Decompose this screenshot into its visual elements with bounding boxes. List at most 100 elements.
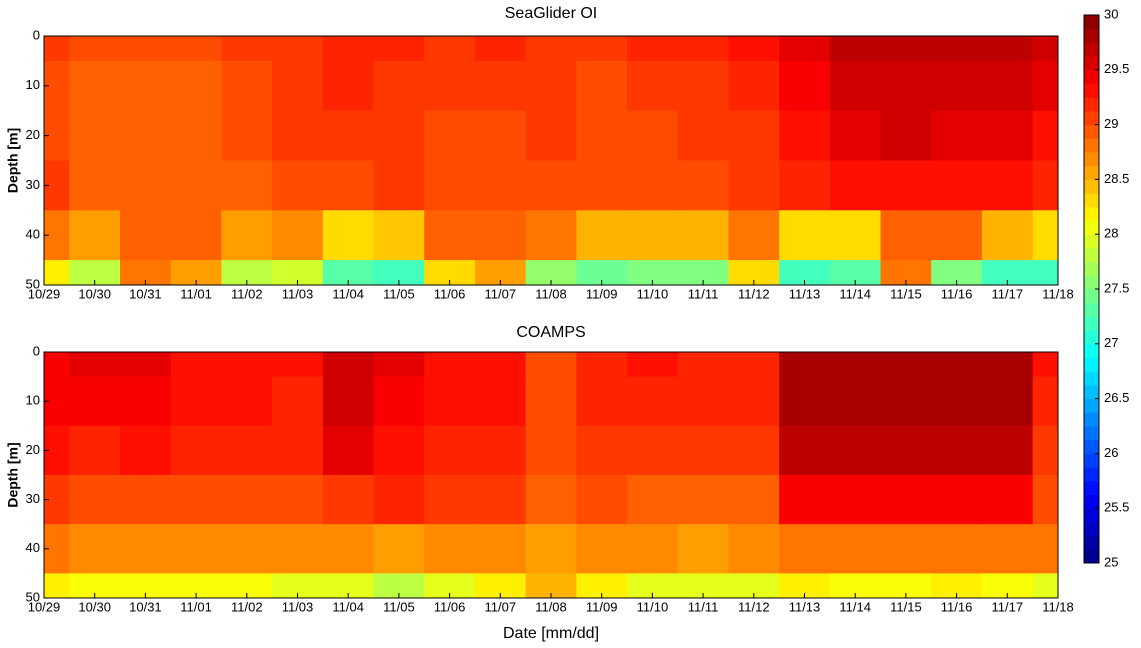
cell	[424, 425, 476, 476]
colorbar-swatch	[1084, 193, 1099, 208]
cell	[728, 36, 780, 62]
cell	[829, 524, 882, 574]
cell	[221, 60, 273, 112]
cell	[779, 376, 831, 427]
cell	[931, 352, 983, 378]
cell	[525, 425, 577, 476]
cell	[829, 60, 882, 112]
cell	[576, 425, 628, 476]
cell	[1032, 475, 1058, 525]
cell	[322, 376, 375, 427]
cell	[525, 524, 577, 574]
colorbar-swatch	[1084, 330, 1099, 345]
cell	[627, 160, 679, 211]
cell	[474, 36, 527, 62]
cell	[120, 352, 172, 378]
cell	[1032, 573, 1058, 598]
cell	[829, 475, 882, 525]
x-tick-label: 11/11	[688, 286, 719, 301]
cell	[120, 475, 172, 525]
x-tick-label: 11/15	[890, 286, 922, 301]
cell	[981, 376, 1034, 427]
cell	[576, 210, 628, 261]
cell	[120, 60, 172, 112]
cell	[627, 60, 679, 112]
cell	[474, 160, 527, 211]
cell	[474, 475, 527, 525]
cell	[221, 160, 273, 211]
cell	[627, 36, 679, 62]
cell	[728, 352, 780, 378]
colorbar-swatch	[1084, 289, 1099, 304]
cell	[272, 475, 324, 525]
x-tick-label: 10/29	[28, 599, 61, 614]
cell	[779, 60, 831, 112]
cell	[880, 376, 932, 427]
x-tick-label: 11/04	[332, 286, 364, 301]
y-tick-label: 0	[33, 27, 40, 42]
x-tick-label: 11/14	[839, 286, 871, 301]
colorbar-tick-label: 29.5	[1104, 61, 1129, 76]
cell	[880, 524, 932, 574]
colorbar-swatch	[1084, 124, 1099, 139]
cell	[474, 524, 527, 574]
x-tick-label: 11/08	[535, 286, 567, 301]
cell	[627, 524, 679, 574]
x-tick-label: 11/07	[485, 599, 517, 614]
cell	[170, 475, 222, 525]
cell	[677, 524, 729, 574]
colorbar-swatch	[1084, 439, 1099, 454]
colorbar-swatch	[1084, 480, 1099, 495]
cell	[120, 376, 172, 427]
x-tick-label: 11/12	[738, 599, 770, 614]
cell	[272, 160, 324, 211]
cell	[69, 160, 121, 211]
cell	[728, 160, 780, 211]
cell	[272, 36, 324, 62]
cell	[170, 110, 222, 161]
x-tick-label: 11/16	[941, 599, 973, 614]
x-tick-label: 11/06	[434, 599, 466, 614]
cell	[170, 524, 222, 574]
cell	[627, 210, 679, 261]
cell	[424, 352, 476, 378]
colorbar-swatch	[1084, 384, 1099, 400]
cell	[322, 36, 375, 62]
cell	[322, 210, 375, 261]
cell	[779, 36, 831, 62]
cell	[1032, 36, 1058, 62]
x-axis-label: Date [mm/dd]	[503, 625, 599, 642]
cell	[728, 524, 780, 574]
cell	[931, 475, 983, 525]
x-tick-label: 11/03	[282, 599, 314, 614]
colorbar-swatch	[1084, 521, 1099, 537]
colorbar-swatch	[1084, 261, 1099, 276]
cell	[728, 110, 780, 161]
cell	[69, 425, 121, 476]
x-tick-label: 11/06	[434, 286, 466, 301]
colorbar-swatch	[1084, 247, 1099, 263]
cell	[170, 210, 222, 261]
cell	[424, 475, 476, 525]
cell	[728, 425, 780, 476]
cell	[525, 36, 577, 62]
x-tick-label: 11/03	[282, 286, 314, 301]
colorbar-swatch	[1084, 152, 1099, 167]
cell	[829, 160, 882, 211]
cell	[272, 60, 324, 112]
cell	[576, 475, 628, 525]
cell	[272, 352, 324, 378]
cell	[981, 475, 1034, 525]
colorbar-swatch	[1084, 165, 1099, 180]
cell	[931, 160, 983, 211]
cell	[931, 376, 983, 427]
cell	[474, 60, 527, 112]
y-axis-label: Depth [m]	[5, 442, 21, 507]
y-tick-label: 50	[26, 589, 40, 604]
cell	[44, 36, 70, 62]
heatmap	[44, 352, 1058, 598]
x-tick-label: 11/13	[789, 286, 821, 301]
cell	[1032, 352, 1058, 378]
cell	[221, 36, 273, 62]
cell	[1032, 524, 1058, 574]
